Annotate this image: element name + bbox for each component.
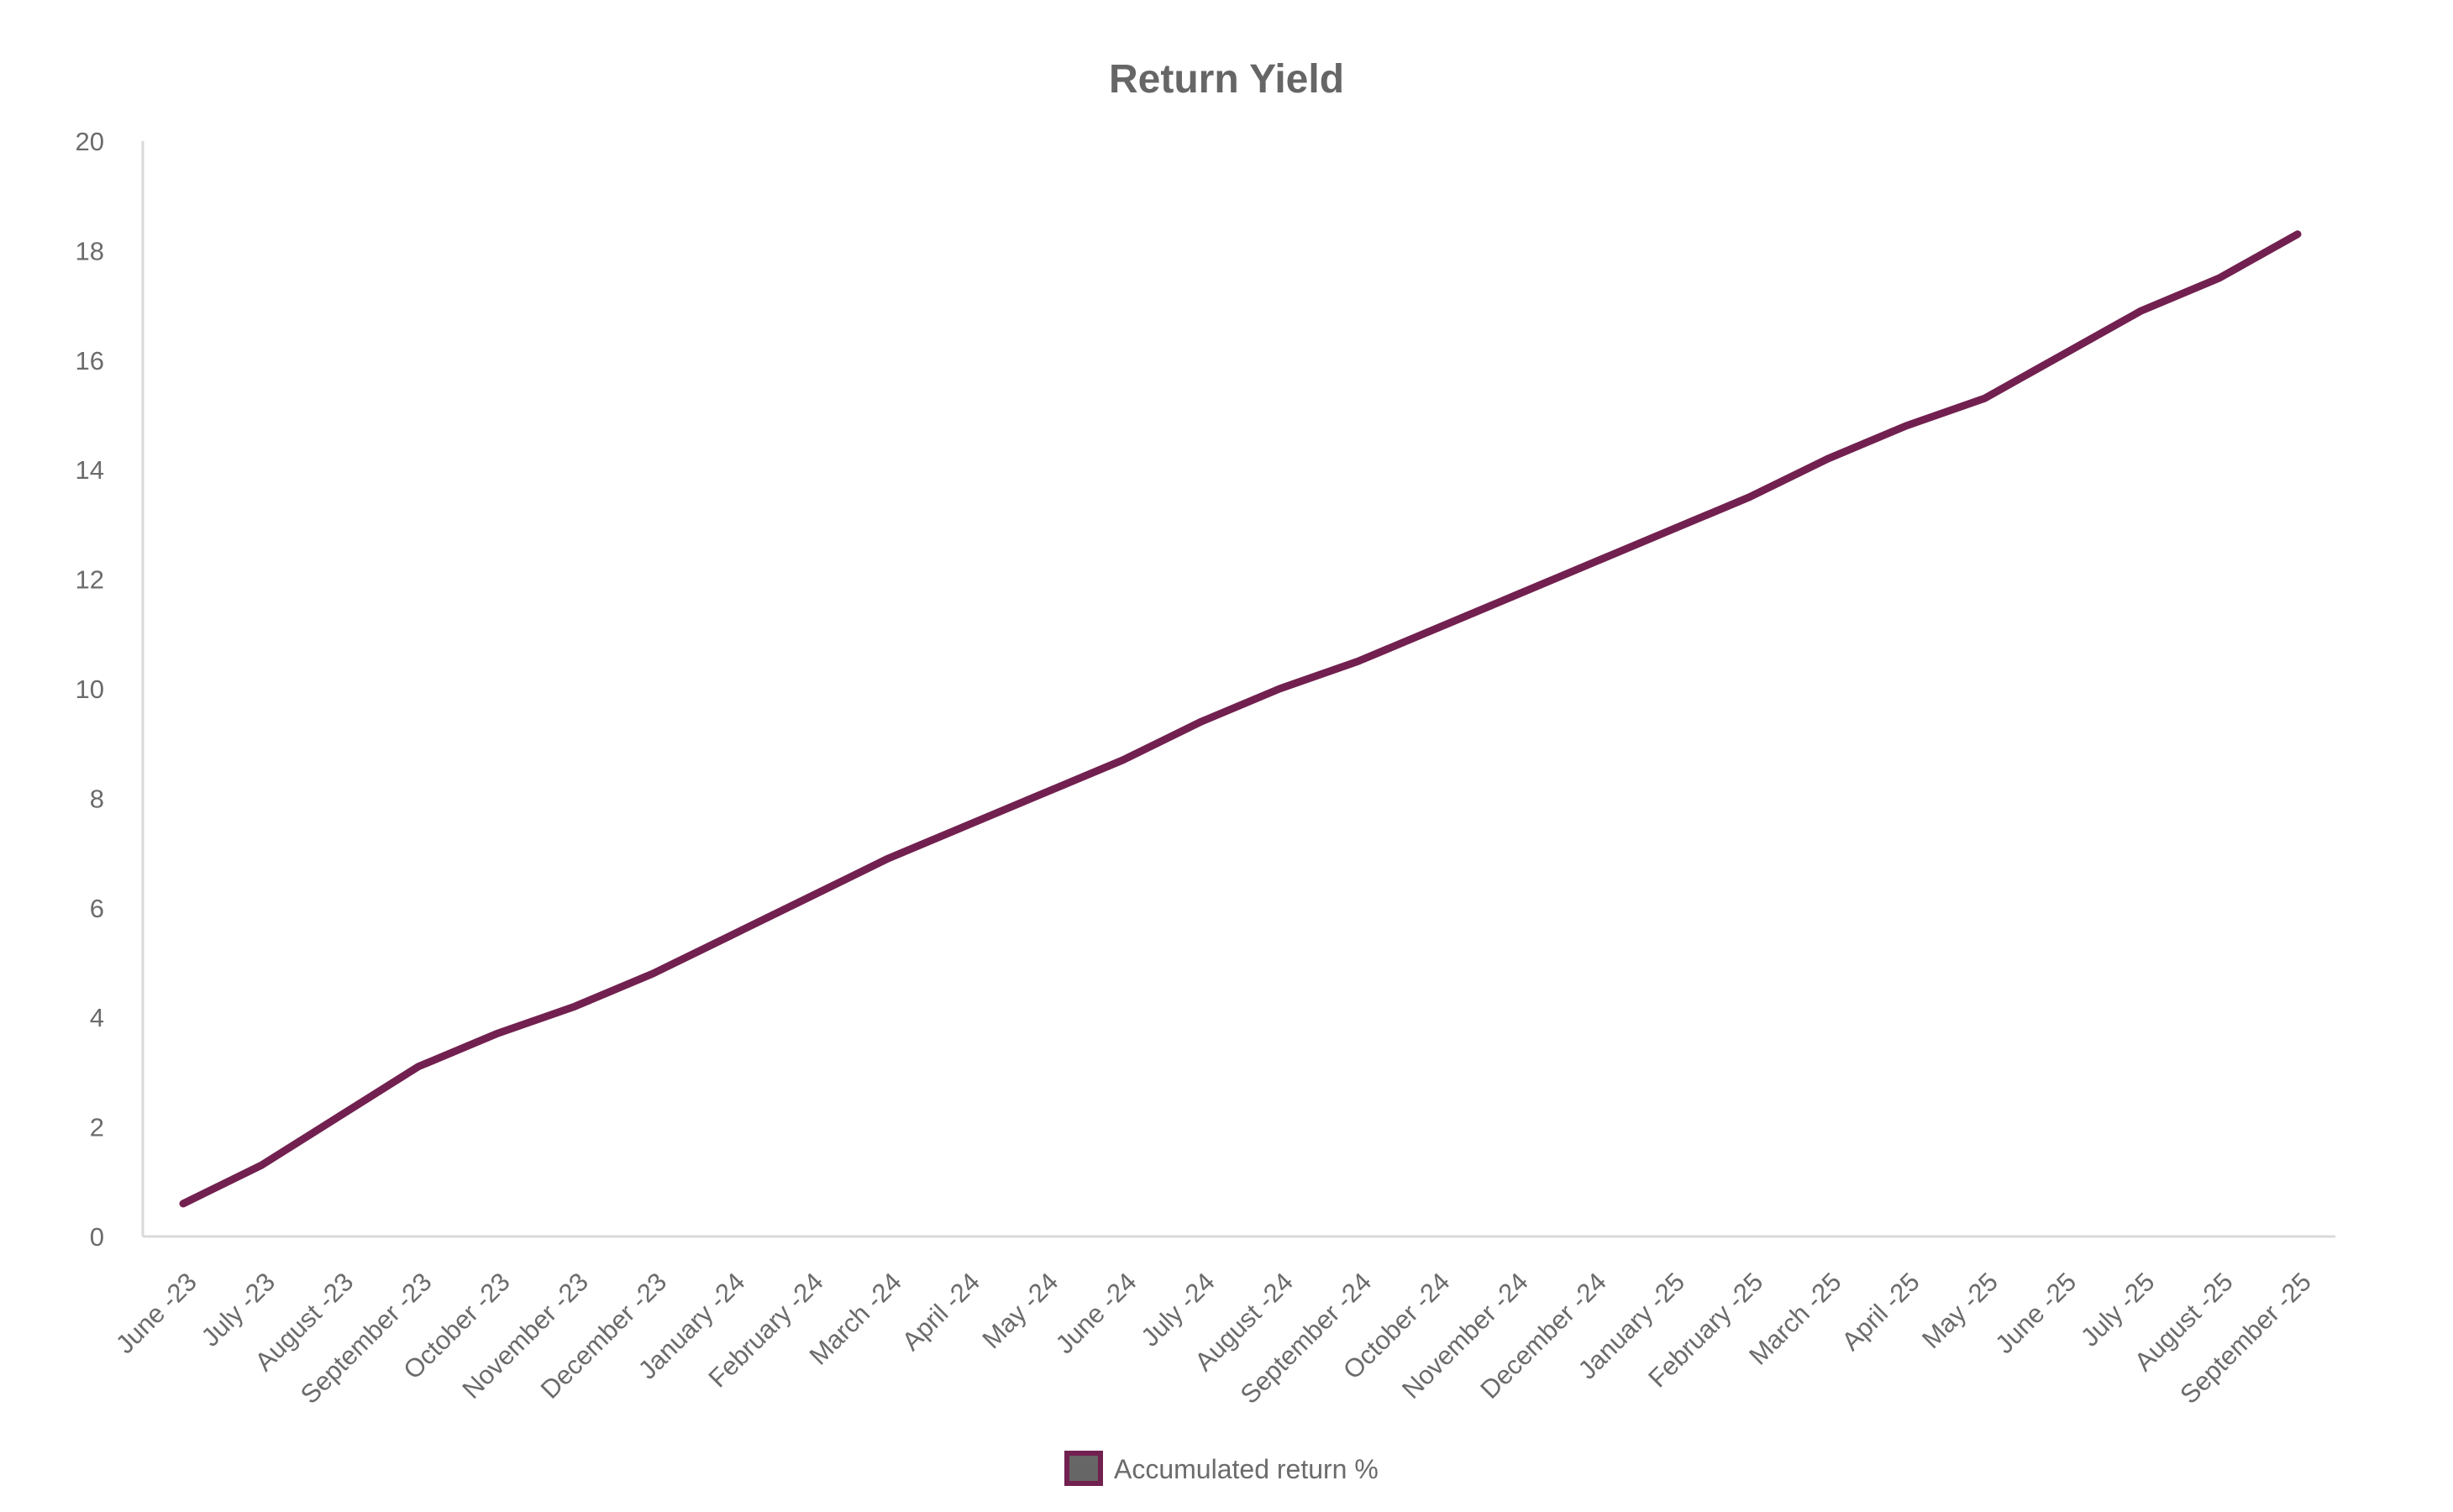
data-point [180, 1200, 186, 1207]
legend-swatch [1064, 1451, 1103, 1486]
y-tick-label: 18 [76, 236, 104, 265]
legend-label: Accumulated return % [1114, 1454, 1379, 1484]
y-tick-label: 6 [90, 894, 104, 923]
y-tick-label: 8 [90, 784, 104, 813]
legend: Accumulated return % [1064, 1451, 1379, 1486]
series-layer [179, 230, 2302, 1208]
y-tick-label: 20 [76, 127, 104, 156]
data-point [1589, 559, 1596, 567]
x-tick-label: April -24 [896, 1267, 985, 1356]
y-tick-label: 12 [76, 565, 104, 595]
chart-title: Return Yield [1109, 57, 1344, 102]
x-tick-label: April -25 [1836, 1267, 1925, 1356]
data-point [571, 1003, 579, 1011]
y-tick-label: 16 [76, 346, 104, 375]
data-point [1354, 658, 1362, 665]
data-point [2059, 351, 2067, 359]
x-tick-label: May -25 [1916, 1267, 2004, 1354]
y-tick-label: 10 [76, 675, 104, 704]
data-point [649, 970, 657, 978]
data-point [258, 1162, 265, 1169]
y-axis: 0 2 4 6 8 10 12 14 16 18 20 [76, 127, 144, 1252]
data-point [1197, 718, 1205, 726]
x-tick-label: May -24 [976, 1267, 1064, 1354]
data-point [2294, 230, 2301, 238]
data-point [806, 893, 813, 900]
data-point [492, 1030, 500, 1037]
x-tick-label: June -24 [1050, 1267, 1142, 1359]
data-point [1981, 395, 1988, 402]
y-tick-label: 0 [90, 1222, 104, 1252]
data-point [727, 932, 735, 939]
y-tick-label: 4 [90, 1003, 104, 1032]
data-point [963, 822, 970, 829]
data-point [1041, 789, 1048, 796]
data-point [885, 855, 891, 863]
y-tick-label: 2 [90, 1113, 104, 1142]
y-tick-label: 14 [76, 455, 104, 485]
data-point [1119, 756, 1127, 764]
data-point [1432, 625, 1440, 633]
x-tick-label: June -23 [110, 1267, 202, 1359]
data-point [1510, 592, 1518, 600]
data-point [2215, 275, 2223, 281]
data-point [1746, 493, 1753, 501]
data-point [1668, 526, 1675, 533]
x-tick-label: June -25 [1989, 1267, 2082, 1359]
data-point [1902, 423, 1909, 430]
series-line [179, 230, 2302, 1208]
data-point [414, 1063, 422, 1070]
data-point [1824, 455, 1831, 463]
data-point [2137, 307, 2145, 315]
data-point [336, 1112, 344, 1120]
data-point [1276, 685, 1284, 692]
